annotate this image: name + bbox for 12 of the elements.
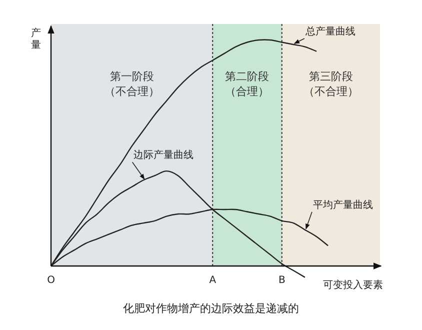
text: 化肥对作物增产的边际效益是递减的 [123, 302, 299, 315]
band-label: 第一阶段（不合理） [104, 70, 160, 98]
x-axis-title: 可变投入要素 [323, 279, 383, 291]
annotation: 第三阶段（不合理） [303, 70, 358, 98]
x-tick-label: B [278, 275, 286, 286]
x-tick-label: O [47, 275, 56, 286]
band-label: 第二阶段（合理） [225, 70, 270, 98]
series-label: 边际产量曲线 [133, 149, 194, 162]
x-tick-label: A [209, 275, 216, 286]
series-label: 总产量曲线 [304, 26, 356, 38]
text: 平均产量曲线 [312, 198, 373, 211]
y-axis-title: 产量 [31, 27, 41, 51]
